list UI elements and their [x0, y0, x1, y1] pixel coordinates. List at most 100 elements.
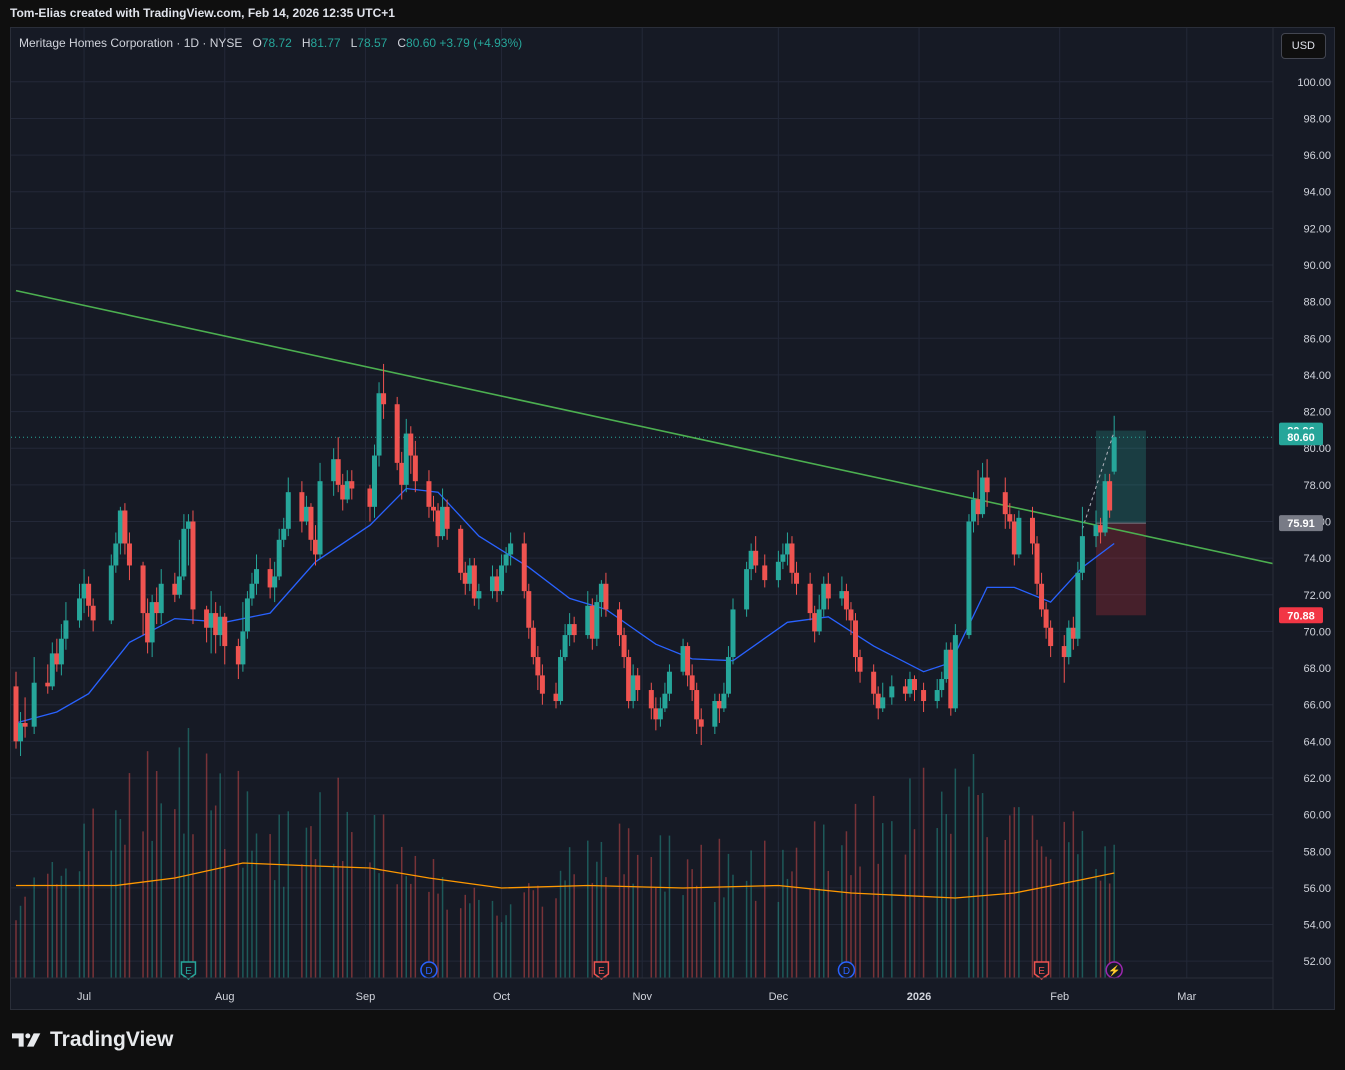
volume-bar: [686, 859, 689, 978]
candle-body: [344, 481, 350, 500]
price-axis-label: 54.00: [1303, 920, 1331, 932]
candle-body: [1107, 481, 1113, 511]
volume-bar: [400, 846, 403, 978]
candle: [857, 649, 863, 683]
candle: [617, 602, 623, 647]
volume-bar: [600, 841, 603, 978]
volume-bar: [396, 884, 398, 978]
volume-bar: [301, 864, 303, 978]
candle-body: [753, 550, 759, 566]
candle-body: [181, 528, 187, 577]
candle: [712, 693, 718, 735]
time-axis-label: 2026: [907, 991, 931, 1003]
volume-bar: [56, 884, 58, 978]
event-marker-icon: [180, 961, 197, 980]
volume-bar: [659, 835, 662, 978]
brand-name: TradingView: [50, 1028, 174, 1051]
candle: [235, 638, 241, 680]
volume-bar: [528, 883, 530, 978]
volume-bar: [636, 854, 639, 978]
volume-bar: [904, 854, 907, 978]
candle-body: [31, 682, 37, 727]
candle: [281, 517, 287, 548]
candle-body: [467, 565, 473, 584]
candle: [539, 664, 545, 705]
volume-bar: [1077, 854, 1079, 978]
candle-body: [843, 591, 849, 610]
candle-body: [49, 653, 55, 687]
candle: [794, 561, 800, 595]
candle-body: [476, 591, 482, 599]
candle-body: [249, 583, 255, 599]
volume-bar: [305, 827, 308, 978]
volume-bar: [1108, 883, 1111, 978]
volume-bar: [1063, 821, 1066, 978]
symbol-legend[interactable]: Meritage Homes Corporation · 1D · NYSE O…: [19, 36, 522, 50]
candle-body: [335, 459, 341, 485]
candle: [394, 396, 400, 471]
volume-bar: [872, 795, 875, 978]
candle-body: [54, 653, 60, 665]
candle-body: [81, 583, 87, 599]
chart-panel[interactable]: E D E D E ⚡ 100.00 98.00 96.00 94.00 92.00 90.00 88…: [10, 27, 1335, 1010]
price-axis-label: 56.00: [1303, 883, 1331, 895]
candle: [966, 514, 972, 639]
price-chart[interactable]: E D E D E ⚡ 100.00 98.00 96.00 94.00 92.00 90.00 88…: [11, 28, 1335, 1010]
volume-bar: [237, 770, 240, 978]
volume-bar: [827, 870, 830, 978]
candle-body: [458, 528, 464, 573]
price-axis: 100.00 98.00 96.00 94.00 92.00 90.00 88.00 86.0…: [1273, 28, 1334, 1009]
volume-bar: [809, 889, 811, 978]
price-axis-label: 96.00: [1303, 150, 1331, 162]
volume-bar: [128, 773, 131, 978]
candle-body: [589, 605, 595, 639]
volume-bar: [509, 904, 512, 978]
candle: [126, 532, 132, 581]
candle-body: [775, 561, 781, 581]
candle-body: [812, 613, 818, 632]
candle: [240, 602, 246, 672]
price-tag: 70.88: [1279, 607, 1323, 624]
candle: [907, 671, 913, 698]
event-marker-label: E: [185, 966, 192, 977]
candle: [1011, 514, 1017, 566]
candle-body: [462, 572, 468, 584]
price-axis-label: 74.00: [1303, 553, 1331, 565]
candle-body: [1098, 525, 1104, 533]
tradingview-brand[interactable]: TradingView: [12, 1028, 173, 1052]
candle: [1029, 506, 1035, 555]
candle-body: [276, 539, 282, 577]
volume-bar: [1004, 839, 1007, 978]
volume-bar: [1036, 839, 1038, 978]
volume-bar: [559, 870, 562, 978]
candle-body: [585, 605, 591, 636]
candle-body: [725, 657, 731, 694]
candle-body: [630, 675, 636, 702]
candle-body: [140, 565, 146, 614]
currency-button[interactable]: USD: [1280, 33, 1326, 59]
candle: [744, 561, 750, 617]
candle-body: [807, 583, 813, 614]
volume-bar: [1009, 815, 1011, 978]
volume-bar: [700, 844, 702, 978]
candle-body: [762, 565, 768, 581]
candle: [285, 477, 291, 537]
candle: [1007, 503, 1013, 529]
volume-bar: [60, 875, 63, 978]
candle-body: [58, 638, 64, 665]
candle-body: [794, 572, 800, 584]
volume-bar: [500, 922, 503, 978]
candle-body: [784, 543, 790, 555]
candle: [848, 602, 854, 636]
volume-bar: [909, 778, 911, 978]
candle: [117, 506, 123, 555]
volume-bar: [727, 853, 730, 978]
candle: [176, 539, 182, 599]
open-label: O: [252, 36, 262, 50]
candle: [426, 470, 432, 518]
candle: [503, 547, 509, 573]
volume-bar: [87, 851, 90, 978]
volume-bar: [110, 850, 113, 978]
candle: [980, 462, 986, 518]
candle: [621, 627, 627, 669]
